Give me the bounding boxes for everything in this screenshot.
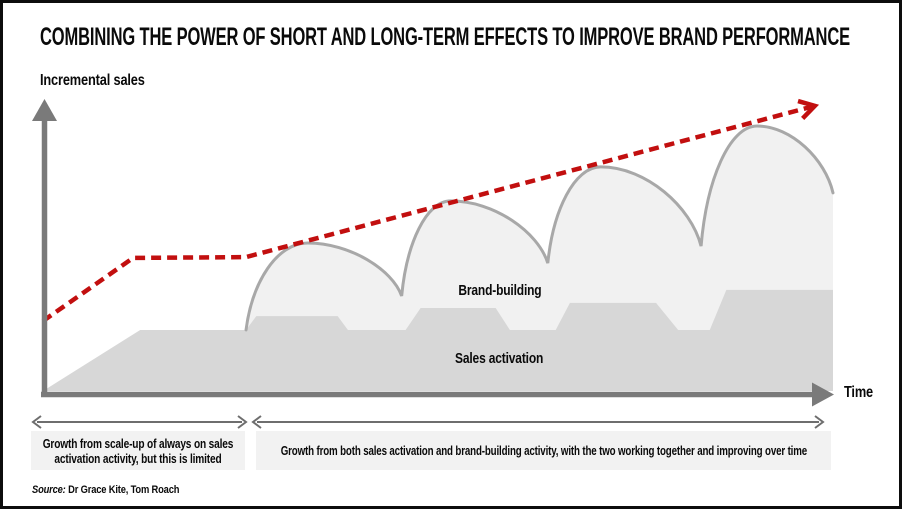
range-arrow-left: [31, 415, 248, 429]
y-axis-arrowhead-icon: [32, 99, 57, 121]
annotation-box-left: Growth from scale-up of always on sales …: [31, 431, 245, 470]
brand-building-area: [246, 126, 833, 391]
range-arrow-right: [251, 415, 825, 429]
trend-arrowhead-icon: [797, 98, 820, 120]
x-axis-label: Time: [844, 384, 874, 401]
brand-building-outline: [244, 124, 835, 332]
x-axis: [41, 382, 834, 407]
sales-activation-label: Sales activation: [454, 350, 544, 367]
x-axis-arrowhead-icon: [812, 382, 834, 407]
brand-building-label: Brand-building: [458, 282, 542, 299]
y-axis-label: Incremental sales: [40, 72, 145, 89]
trend-dashed-line: [41, 103, 816, 323]
sales-activation-area: [43, 289, 833, 391]
chart-canvas: [31, 98, 835, 429]
source-label: Source:: [32, 484, 66, 496]
annotation-box-left-line1: Growth from scale-up of always on sales: [42, 435, 234, 451]
source-line: Source: Dr Grace Kite, Tom Roach: [32, 484, 205, 496]
y-axis: [32, 99, 57, 395]
annotation-box-left-line2: activation activity, but this is limited: [54, 450, 222, 466]
source-names: Dr Grace Kite, Tom Roach: [68, 484, 180, 496]
annotation-box-right: Growth from both sales activation and br…: [256, 431, 831, 470]
page-title: COMBINING THE POWER OF SHORT AND LONG-TE…: [40, 23, 850, 51]
